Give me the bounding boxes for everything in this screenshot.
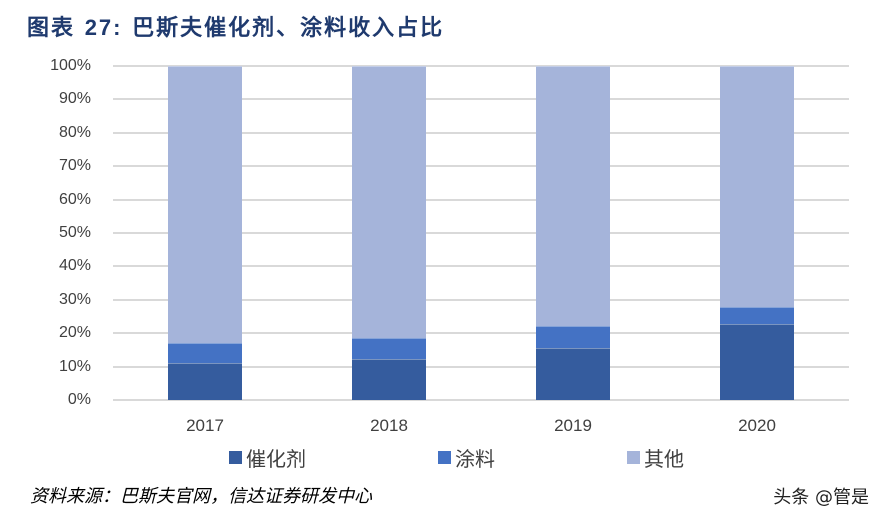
gridline (113, 165, 849, 168)
bar-segment-其他 (720, 66, 794, 308)
y-tick-label: 60% (58, 190, 91, 208)
bar-segment-催化剂 (352, 358, 426, 400)
x-tick-label: 2020 (738, 416, 776, 435)
gridline (113, 65, 849, 67)
legend-swatch-icon (229, 451, 242, 464)
bar-2018 (352, 66, 426, 400)
y-tick-label: 10% (58, 357, 91, 375)
plot-area: 0% 10% 20% 30% 40% 50% 60% 70% 80% 90% 100% (50, 57, 849, 408)
bar-segment-涂料 (168, 343, 242, 364)
title-number: 27: (84, 15, 123, 40)
gridline (113, 332, 849, 335)
watermark: 头条 @管是 (773, 487, 869, 508)
y-tick-label: 80% (58, 123, 91, 141)
x-tick-label: 2019 (554, 416, 592, 435)
gridline (113, 399, 849, 401)
bar-2019 (536, 66, 610, 400)
bar-2020 (720, 66, 794, 400)
bar-segment-涂料 (352, 337, 426, 359)
legend: 催化剂 涂料 其他 (0, 443, 883, 472)
gridline (113, 98, 849, 101)
gridline (113, 198, 849, 201)
bar-segment-其他 (536, 66, 610, 326)
title-text: 巴斯夫催化剂、涂料收入占比 (132, 15, 445, 41)
legend-swatch-icon (438, 451, 451, 464)
legend-swatch-icon (627, 451, 640, 464)
y-tick-label: 30% (58, 290, 91, 308)
gridline (113, 232, 849, 234)
legend-item: 催化剂 (229, 443, 306, 472)
x-tick-label: 2017 (186, 416, 224, 435)
gridline (113, 265, 849, 268)
legend-label: 催化剂 (246, 447, 306, 471)
legend-label: 涂料 (455, 447, 495, 471)
bar-segment-催化剂 (720, 324, 794, 400)
bar-segment-涂料 (536, 325, 610, 349)
title-prefix: 图表 (27, 15, 76, 41)
y-tick-label: 50% (58, 224, 91, 241)
bar-segment-其他 (352, 66, 426, 338)
bar-2017 (168, 66, 242, 400)
y-tick-label: 70% (58, 157, 91, 175)
gridline (113, 365, 849, 368)
legend-label: 其他 (644, 447, 684, 471)
source-note: 资料来源：巴斯夫官网，信达证券研发中心 (30, 486, 372, 507)
legend-item: 其他 (627, 443, 684, 472)
bar-segment-涂料 (720, 307, 794, 325)
gridline (113, 131, 849, 134)
y-tick-label: 40% (58, 257, 91, 275)
y-tick-label: 100% (50, 57, 91, 74)
bar-segment-催化剂 (536, 348, 610, 400)
y-tick-label: 20% (58, 324, 91, 342)
y-tick-label: 90% (58, 90, 91, 108)
bar-segment-催化剂 (168, 363, 242, 400)
x-tick-label: 2018 (370, 416, 408, 435)
y-tick-label: 0% (67, 391, 91, 408)
legend-item: 涂料 (438, 443, 495, 472)
gridline (113, 298, 849, 301)
chart-title: 图表 27: 巴斯夫催化剂、涂料收入占比 (27, 10, 444, 42)
bar-segment-其他 (168, 66, 242, 344)
